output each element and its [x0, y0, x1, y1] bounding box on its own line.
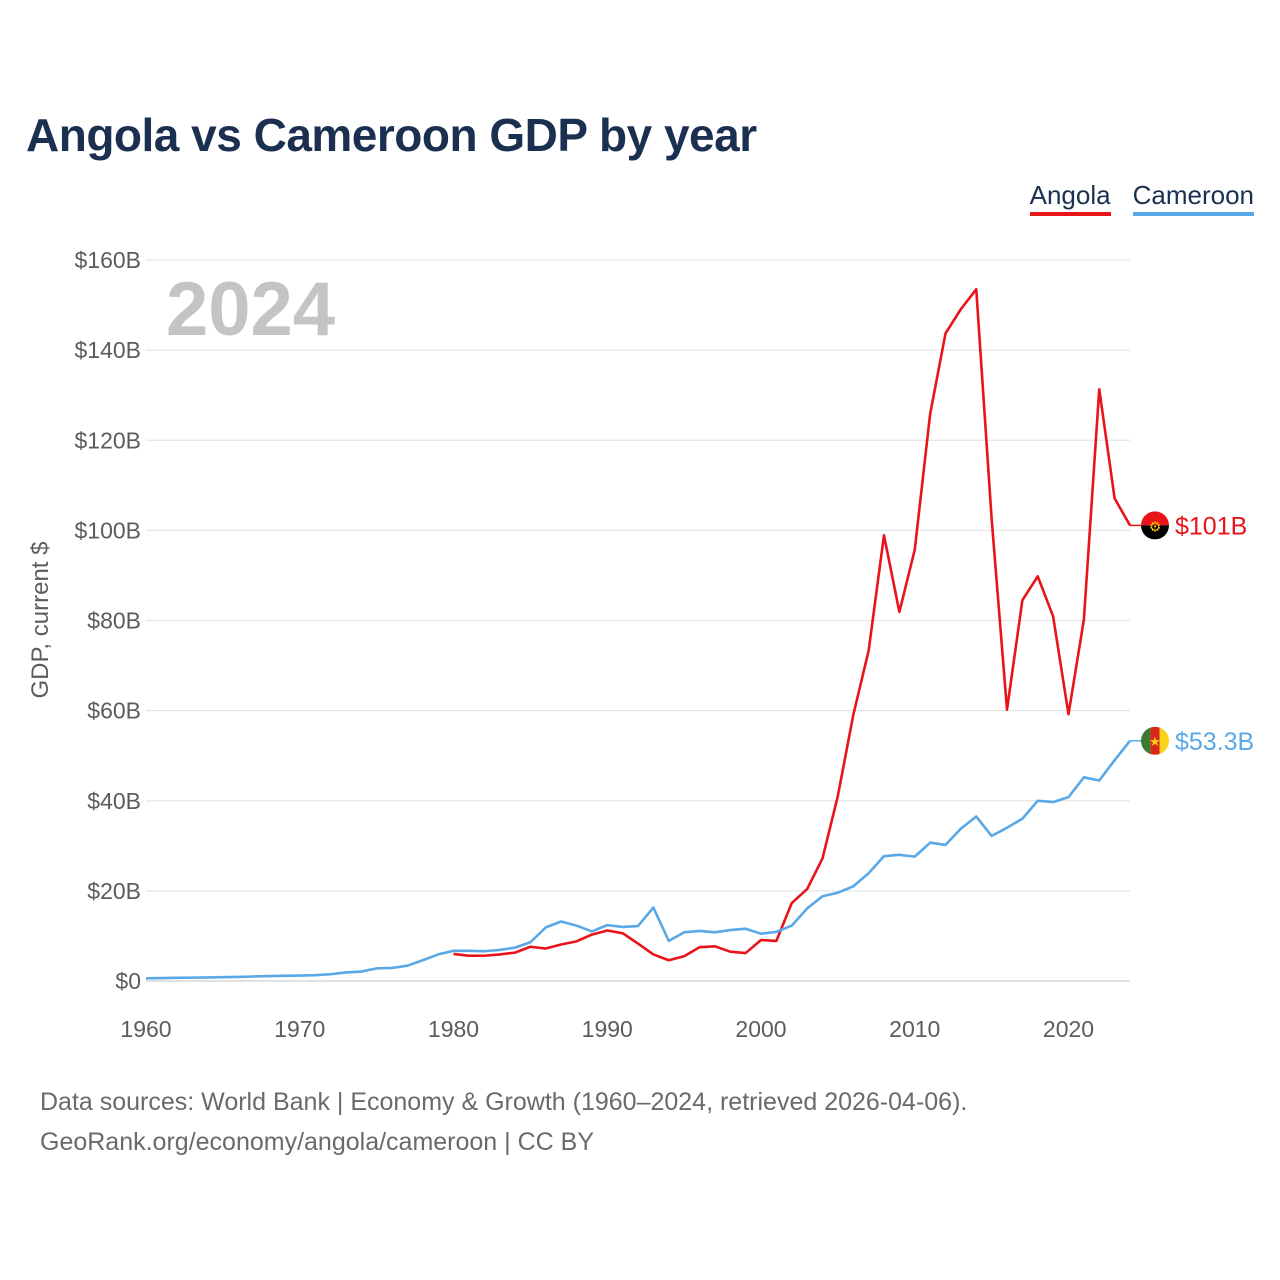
y-tick-label: $100B: [74, 517, 141, 543]
year-watermark: 2024: [166, 267, 336, 352]
cameroon-flag-icon: ★: [1141, 726, 1169, 755]
y-tick-label: $60B: [87, 698, 141, 724]
x-tick-label: 1970: [274, 1016, 325, 1042]
y-axis-ticks: $0 $20B $40B $60B $80B $100B $120B $140B $160B: [74, 247, 141, 994]
x-tick-label: 2000: [735, 1016, 786, 1042]
series-line-angola: [453, 287, 1132, 962]
y-tick-label: $40B: [87, 788, 141, 814]
y-tick-label: $120B: [74, 427, 141, 453]
angola-flag-icon: ⚙: [1141, 511, 1169, 540]
y-tick-label: $20B: [87, 878, 141, 904]
footer-source: Data sources: World Bank | Economy & Gro…: [40, 1082, 967, 1162]
x-tick-label: 1980: [428, 1016, 479, 1042]
chart-title: Angola vs Cameroon GDP by year: [26, 109, 757, 161]
cameroon-star: ★: [1149, 734, 1161, 749]
footer-line-link[interactable]: GeoRank.org/economy/angola/cameroon | CC…: [40, 1128, 595, 1156]
series-line-cameroon: [145, 740, 1132, 980]
y-tick-label: $160B: [74, 247, 141, 273]
angola-emblem: ⚙: [1149, 518, 1162, 534]
end-labels: ⚙ $101B ★ $53.3B: [1130, 511, 1254, 756]
series-lines: [145, 287, 1132, 980]
x-tick-label: 1990: [582, 1016, 633, 1042]
end-value-angola: $101B: [1175, 512, 1247, 540]
y-tick-label: $140B: [74, 337, 141, 363]
legend-item-cameroon[interactable]: Cameroon: [1132, 180, 1254, 216]
footer-line-sources: Data sources: World Bank | Economy & Gro…: [40, 1088, 968, 1116]
x-tick-label: 1960: [120, 1016, 171, 1042]
x-tick-label: 2010: [889, 1016, 940, 1042]
grid-lines: [146, 259, 1130, 982]
y-tick-label: $80B: [87, 608, 141, 634]
y-tick-label: $0: [115, 968, 141, 994]
end-value-cameroon: $53.3B: [1175, 728, 1254, 756]
legend-item-angola[interactable]: Angola: [1029, 180, 1111, 216]
x-axis-ticks: 1960 1970 1980 1990 2000 2010 2020: [120, 1016, 1094, 1042]
chart-legend: Angola Cameroon: [1029, 180, 1254, 216]
x-tick-label: 2020: [1043, 1016, 1094, 1042]
